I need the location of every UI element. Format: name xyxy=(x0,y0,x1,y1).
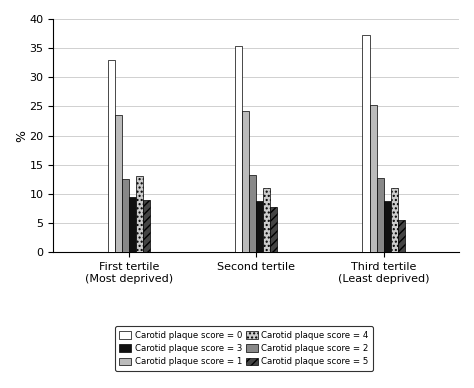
Bar xyxy=(122,179,129,252)
Bar xyxy=(108,60,115,252)
Bar xyxy=(398,220,404,252)
Bar xyxy=(115,115,122,252)
Bar xyxy=(235,47,242,252)
Bar xyxy=(249,175,256,252)
Bar xyxy=(376,178,383,252)
Bar xyxy=(256,201,263,252)
Bar xyxy=(391,188,398,252)
Bar xyxy=(363,35,370,252)
Bar xyxy=(136,177,143,252)
Bar xyxy=(143,200,150,252)
Bar xyxy=(263,188,270,252)
Bar xyxy=(129,197,136,252)
Legend: Carotid plaque score = 0, Carotid plaque score = 3, Carotid plaque score = 1, Ca: Carotid plaque score = 0, Carotid plaque… xyxy=(115,326,373,371)
Bar xyxy=(370,105,376,252)
Bar xyxy=(242,111,249,252)
Bar xyxy=(383,201,391,252)
Bar xyxy=(270,207,277,252)
Y-axis label: %: % xyxy=(15,130,28,142)
